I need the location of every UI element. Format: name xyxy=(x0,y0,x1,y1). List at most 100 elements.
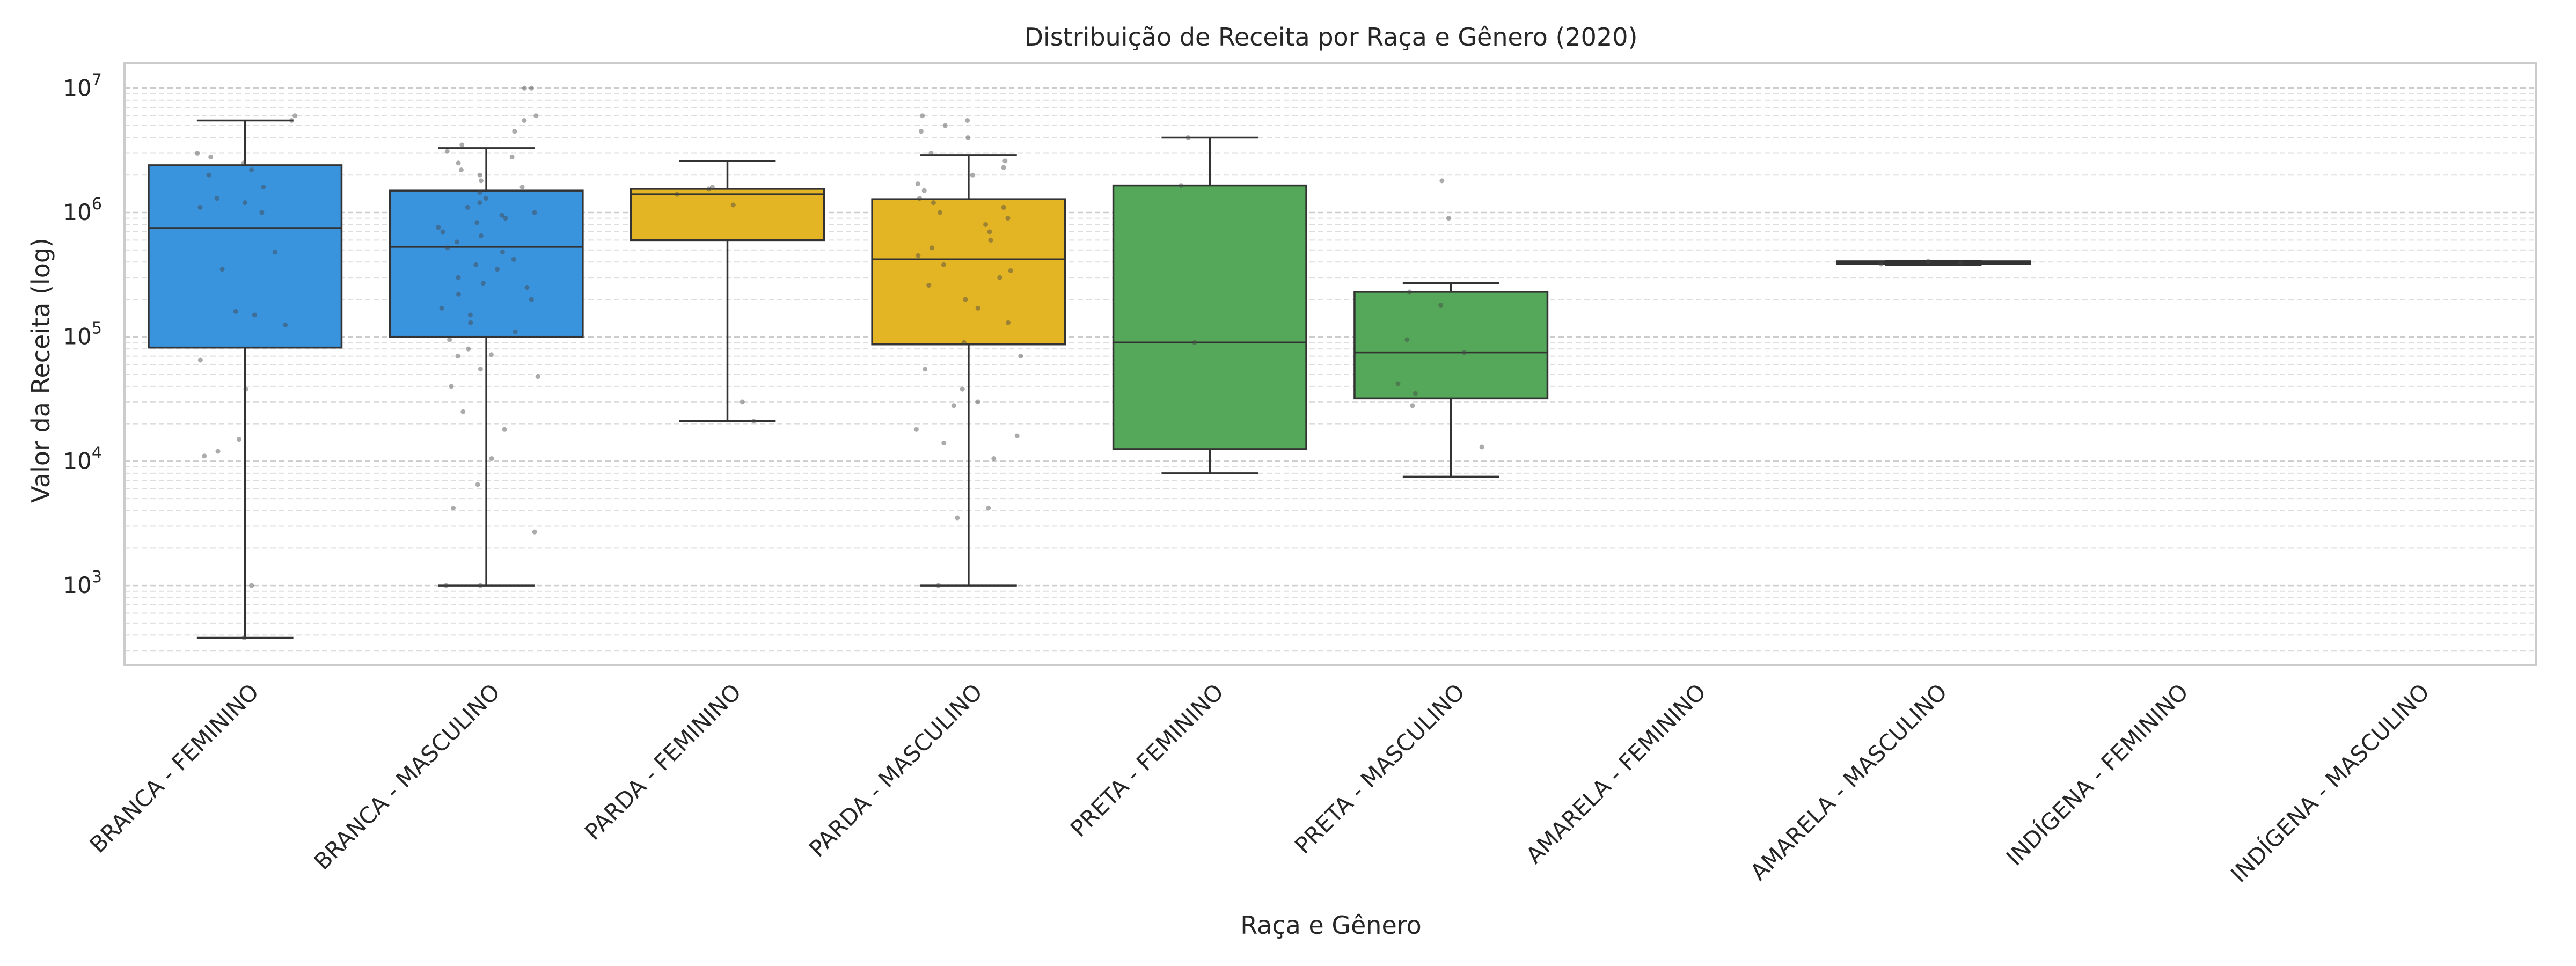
box-parda-feminino xyxy=(630,160,825,422)
data-point xyxy=(921,188,927,193)
data-point xyxy=(451,506,456,511)
data-point xyxy=(965,118,970,123)
data-point xyxy=(524,284,530,290)
data-point xyxy=(468,320,473,325)
data-point xyxy=(456,160,461,166)
data-point xyxy=(447,337,452,342)
data-point xyxy=(512,129,517,134)
y-tick-label: 107 xyxy=(63,70,102,101)
data-point xyxy=(941,262,946,267)
data-point xyxy=(1185,135,1191,140)
data-point xyxy=(443,583,449,588)
data-point xyxy=(1002,158,1008,164)
data-point xyxy=(249,167,254,173)
data-point xyxy=(1001,165,1006,170)
y-tick-label: 103 xyxy=(63,568,102,598)
data-point xyxy=(529,297,534,302)
data-point xyxy=(942,123,948,128)
data-point xyxy=(1958,260,1963,265)
data-point xyxy=(440,229,445,235)
iqr-box xyxy=(1112,184,1307,450)
data-point xyxy=(937,210,942,215)
x-category-label: AMARELA - FEMININO xyxy=(1521,678,1711,868)
chart-title: Distribuição de Receita por Raça e Gêner… xyxy=(1024,23,1638,52)
data-point xyxy=(219,267,225,272)
data-point xyxy=(1413,391,1418,396)
box-preta-feminino xyxy=(1112,136,1307,474)
data-point xyxy=(511,257,516,262)
data-point xyxy=(503,216,508,221)
point-layer xyxy=(195,85,1963,640)
x-category-label: PRETA - FEMININO xyxy=(1065,678,1229,842)
data-point xyxy=(292,113,298,119)
data-point xyxy=(709,185,715,190)
box-layer xyxy=(148,119,2031,639)
data-point xyxy=(1479,444,1484,450)
data-point xyxy=(1192,340,1197,345)
y-tick-label: 106 xyxy=(63,195,102,225)
data-point xyxy=(242,200,247,206)
data-point xyxy=(436,225,441,230)
data-point xyxy=(1461,350,1467,355)
data-point xyxy=(522,85,527,91)
data-point xyxy=(252,312,257,318)
y-tick-label: 104 xyxy=(63,443,102,474)
data-point xyxy=(963,297,968,302)
data-point xyxy=(283,322,288,327)
data-point xyxy=(1014,433,1020,438)
data-point xyxy=(975,305,980,311)
data-point xyxy=(970,172,975,178)
data-point xyxy=(987,229,992,235)
data-point xyxy=(473,262,479,267)
data-point xyxy=(477,172,482,178)
data-point xyxy=(532,210,537,215)
data-point xyxy=(458,167,464,173)
data-point xyxy=(449,384,454,389)
data-point xyxy=(965,135,971,140)
data-point xyxy=(941,441,947,446)
box-parda-masculino xyxy=(871,154,1066,587)
data-point xyxy=(478,583,483,588)
data-point xyxy=(467,312,473,318)
data-point xyxy=(478,233,484,238)
data-point xyxy=(513,329,518,334)
data-point xyxy=(488,352,494,357)
data-point xyxy=(477,200,482,206)
data-point xyxy=(535,374,540,379)
data-point xyxy=(259,210,265,215)
x-category-label: BRANCA - MASCULINO xyxy=(309,678,505,875)
data-point xyxy=(1446,216,1451,221)
data-point xyxy=(483,196,488,201)
x-category-label: BRANCA - FEMININO xyxy=(84,678,264,858)
data-point xyxy=(500,250,505,255)
data-point xyxy=(456,291,461,297)
data-point xyxy=(208,154,214,159)
data-point xyxy=(474,220,480,225)
data-point xyxy=(197,204,203,210)
data-point xyxy=(478,367,483,372)
x-tick-labels: BRANCA - FEMININO BRANCA - MASCULINO PARDA… xyxy=(84,678,2434,888)
x-category-label: PRETA - MASCULINO xyxy=(1290,678,1470,859)
data-point xyxy=(499,213,504,218)
data-point xyxy=(480,281,486,286)
data-point xyxy=(923,367,928,372)
plot-frame xyxy=(123,62,2537,666)
data-point xyxy=(955,515,960,521)
data-point xyxy=(1001,204,1006,210)
iqr-box xyxy=(148,164,343,349)
data-point xyxy=(460,409,466,414)
data-point xyxy=(1005,216,1011,221)
data-point xyxy=(236,437,241,442)
data-point xyxy=(988,237,993,243)
box-preta-masculino xyxy=(1353,282,1549,478)
data-point xyxy=(928,150,934,156)
data-point xyxy=(926,283,932,288)
box-branca-feminino xyxy=(148,119,343,639)
grid-layer xyxy=(125,87,2536,652)
data-point xyxy=(960,386,965,392)
data-point xyxy=(917,196,922,201)
y-tick-label: 105 xyxy=(63,319,102,350)
data-point xyxy=(455,354,460,359)
data-point xyxy=(475,482,480,487)
